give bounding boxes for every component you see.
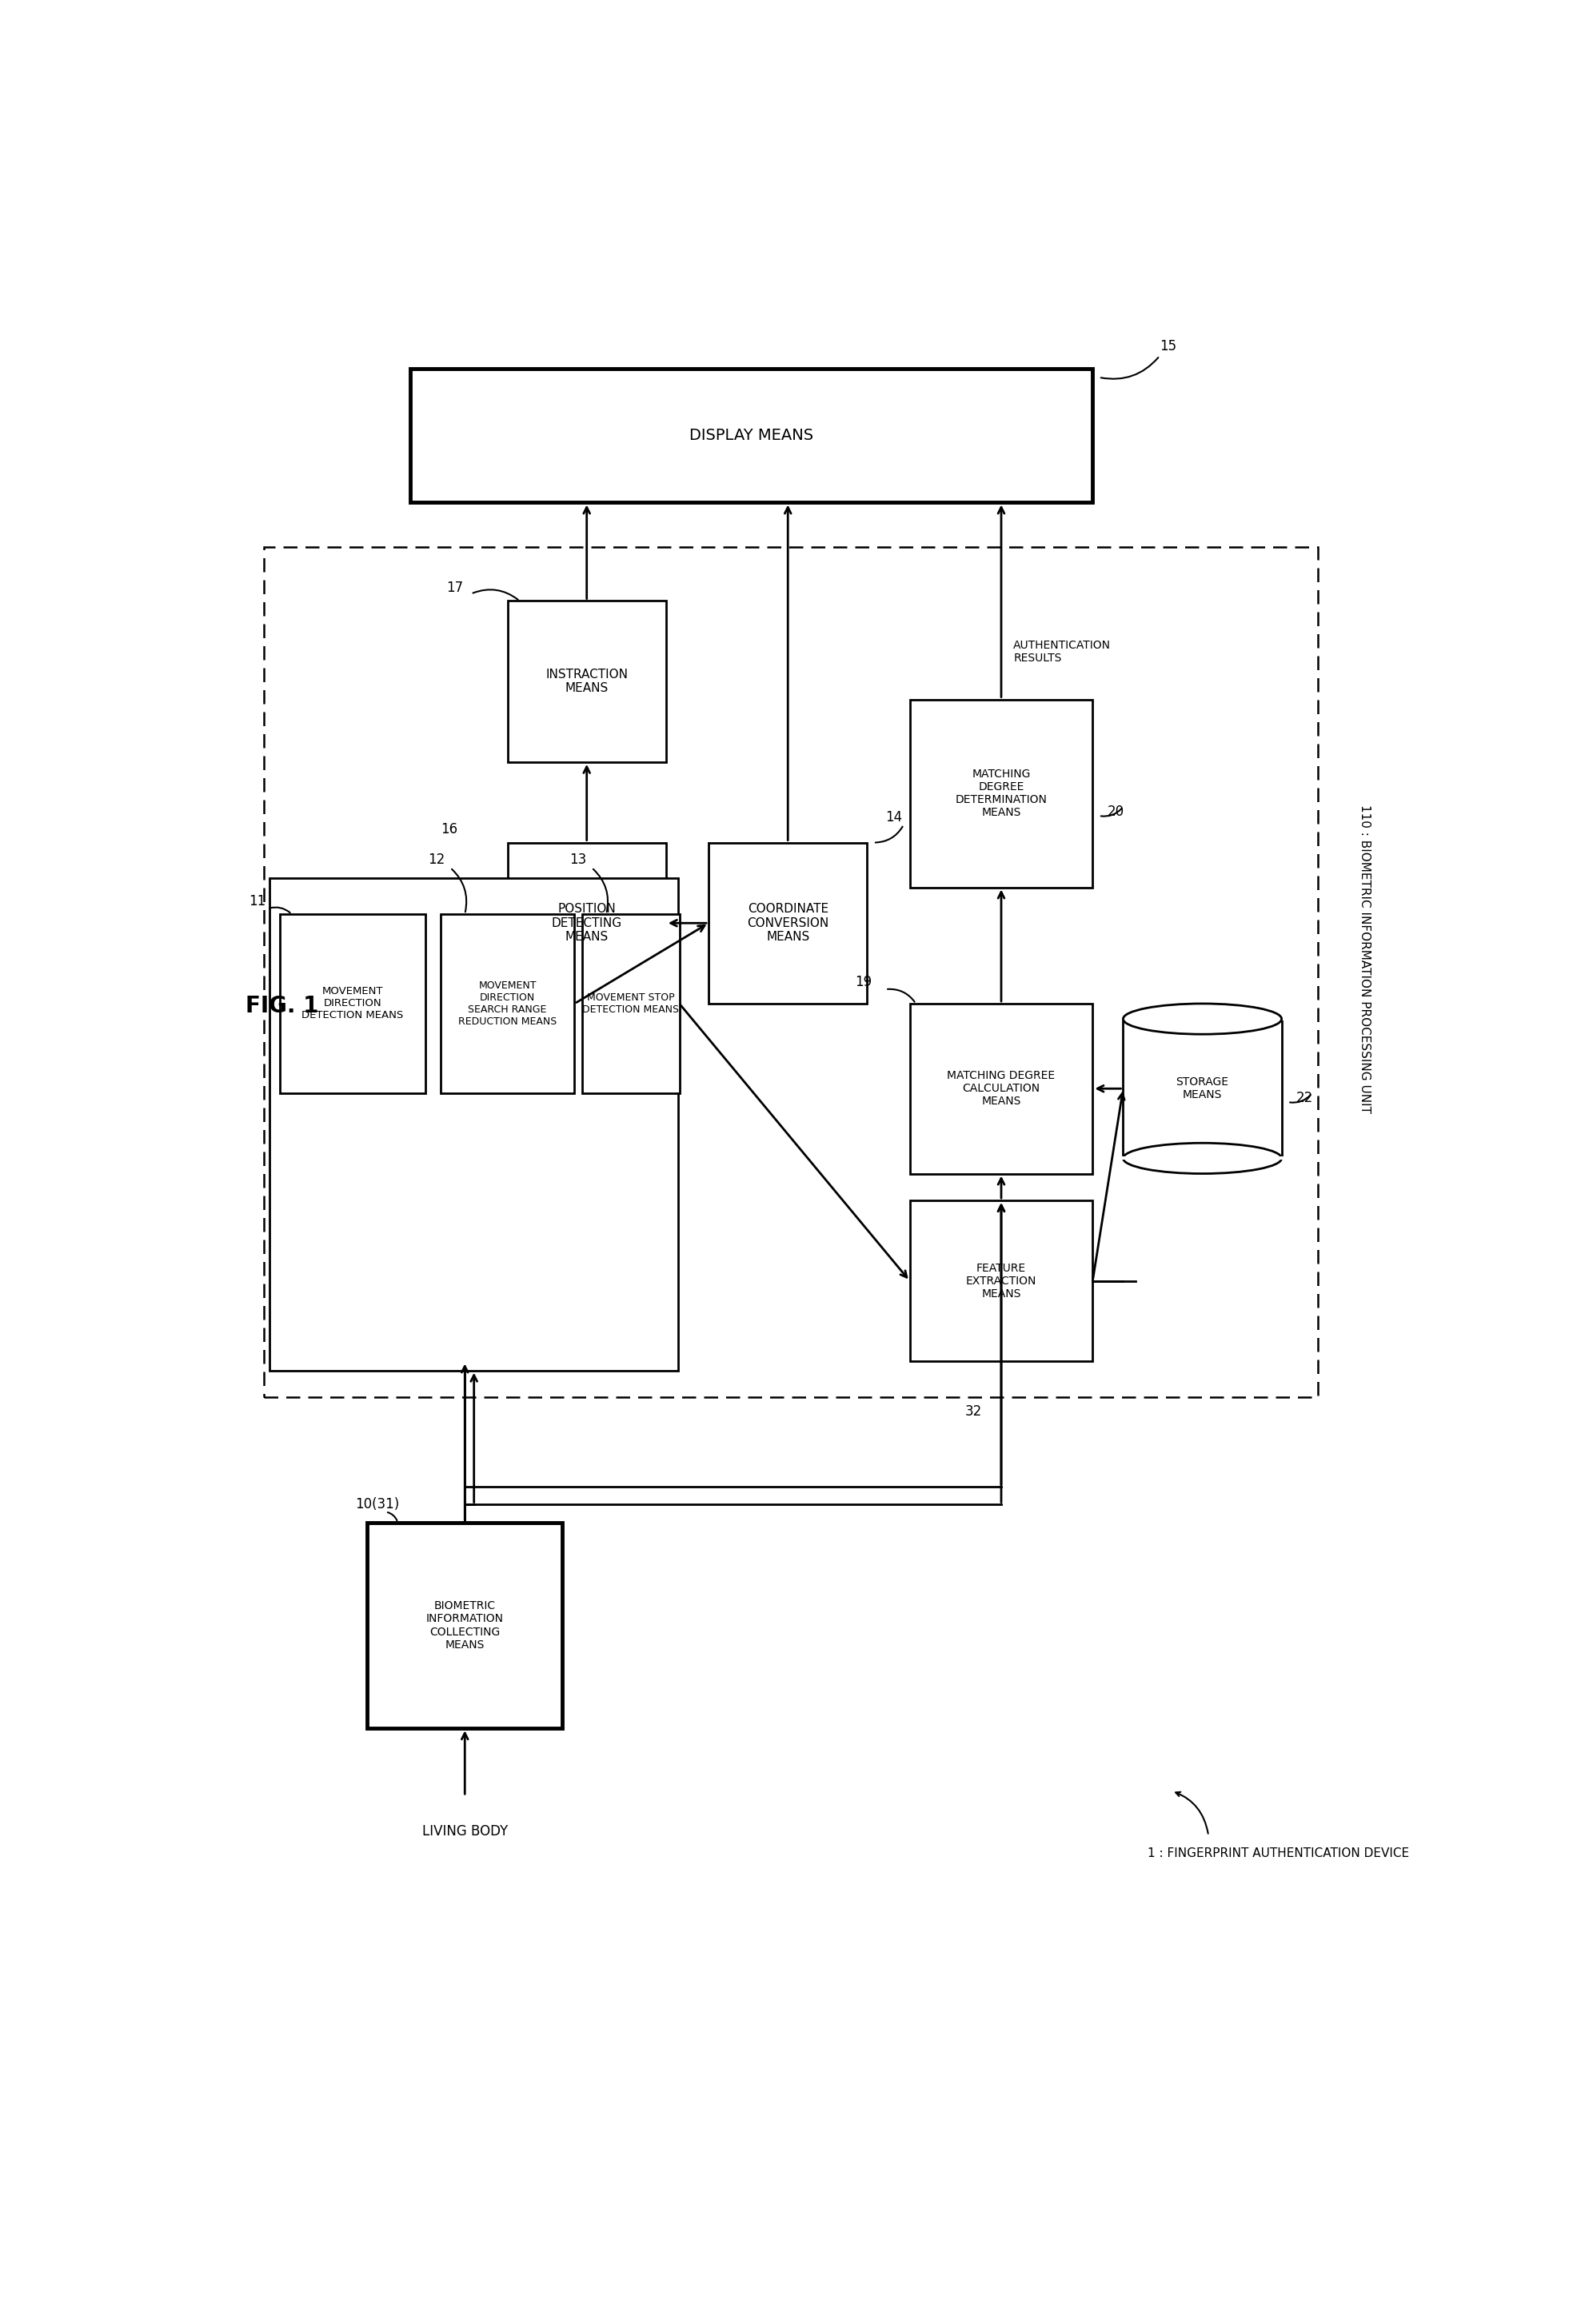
Text: 15: 15 — [1159, 339, 1177, 353]
Text: MATCHING DEGREE
CALCULATION
MEANS: MATCHING DEGREE CALCULATION MEANS — [947, 1069, 1055, 1106]
Bar — [582, 913, 680, 1092]
Bar — [508, 844, 665, 1004]
Bar — [440, 913, 574, 1092]
Text: 13: 13 — [569, 853, 587, 867]
Bar — [708, 844, 867, 1004]
Text: 17: 17 — [447, 581, 464, 595]
Text: FEATURE
EXTRACTION
MEANS: FEATURE EXTRACTION MEANS — [966, 1262, 1037, 1299]
Text: 16: 16 — [440, 823, 458, 837]
Text: COORDINATE
CONVERSION
MEANS: COORDINATE CONVERSION MEANS — [747, 904, 829, 944]
Text: MOVEMENT
DIRECTION
SEARCH RANGE
REDUCTION MEANS: MOVEMENT DIRECTION SEARCH RANGE REDUCTIO… — [458, 981, 557, 1027]
Ellipse shape — [1123, 1143, 1282, 1174]
Bar — [508, 602, 665, 762]
Text: 12: 12 — [428, 853, 445, 867]
Bar — [909, 1004, 1093, 1174]
Text: STORAGE
MEANS: STORAGE MEANS — [1177, 1076, 1229, 1102]
Bar — [909, 1202, 1093, 1362]
Text: MOVEMENT
DIRECTION
DETECTION MEANS: MOVEMENT DIRECTION DETECTION MEANS — [302, 985, 404, 1020]
Text: BIOMETRIC
INFORMATION
COLLECTING
MEANS: BIOMETRIC INFORMATION COLLECTING MEANS — [426, 1601, 503, 1650]
Text: LIVING BODY: LIVING BODY — [422, 1824, 508, 1838]
Text: 32: 32 — [964, 1404, 982, 1418]
Bar — [367, 1522, 563, 1729]
Text: AUTHENTICATION
RESULTS: AUTHENTICATION RESULTS — [1013, 639, 1111, 665]
Text: 11: 11 — [249, 895, 266, 909]
Ellipse shape — [1123, 1004, 1282, 1034]
Text: POSITION
DETECTING
MEANS: POSITION DETECTING MEANS — [552, 904, 621, 944]
Bar — [271, 878, 678, 1371]
Text: 10(31): 10(31) — [355, 1497, 400, 1511]
Text: 14: 14 — [886, 809, 903, 825]
Text: DISPLAY MEANS: DISPLAY MEANS — [689, 428, 813, 444]
Text: MATCHING
DEGREE
DETERMINATION
MEANS: MATCHING DEGREE DETERMINATION MEANS — [955, 769, 1048, 818]
Text: FIG. 1: FIG. 1 — [245, 995, 318, 1018]
Text: 20: 20 — [1107, 804, 1125, 818]
Text: INSTRACTION
MEANS: INSTRACTION MEANS — [546, 669, 628, 695]
Bar — [909, 700, 1093, 888]
Text: 110 : BIOMETRIC INFORMATION PROCESSING UNIT: 110 : BIOMETRIC INFORMATION PROCESSING U… — [1359, 804, 1370, 1113]
Bar — [264, 548, 1318, 1397]
Bar — [411, 367, 1093, 502]
Text: MOVEMENT STOP
DETECTION MEANS: MOVEMENT STOP DETECTION MEANS — [582, 992, 680, 1016]
Text: 22: 22 — [1296, 1090, 1313, 1106]
Bar — [280, 913, 426, 1092]
Text: 1 : FINGERPRINT AUTHENTICATION DEVICE: 1 : FINGERPRINT AUTHENTICATION DEVICE — [1148, 1848, 1409, 1859]
Text: 19: 19 — [854, 974, 871, 990]
